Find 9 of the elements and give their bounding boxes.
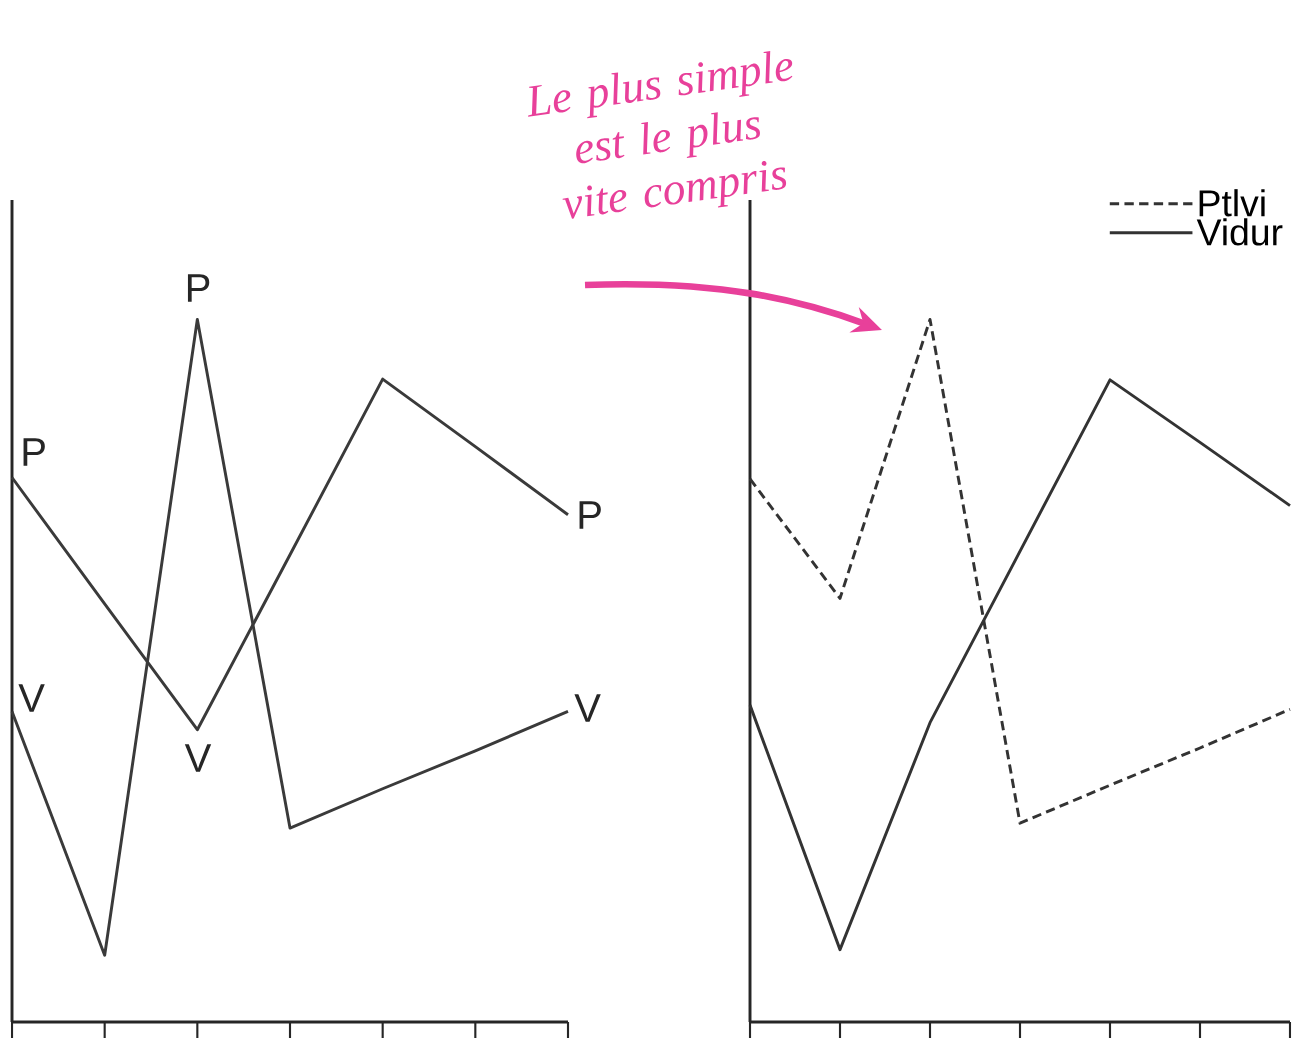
text: Le plus simple est le plus vite compris <box>528 51 793 219</box>
annotation: P <box>23 438 45 466</box>
legend-label: Vidur <box>1196 218 1283 246</box>
text: P <box>579 501 601 529</box>
text: P <box>187 274 210 302</box>
annotation: V <box>18 684 45 712</box>
annotation: V <box>184 744 212 772</box>
text: V <box>574 694 601 722</box>
legend-label: Ptlvi <box>1199 189 1265 217</box>
